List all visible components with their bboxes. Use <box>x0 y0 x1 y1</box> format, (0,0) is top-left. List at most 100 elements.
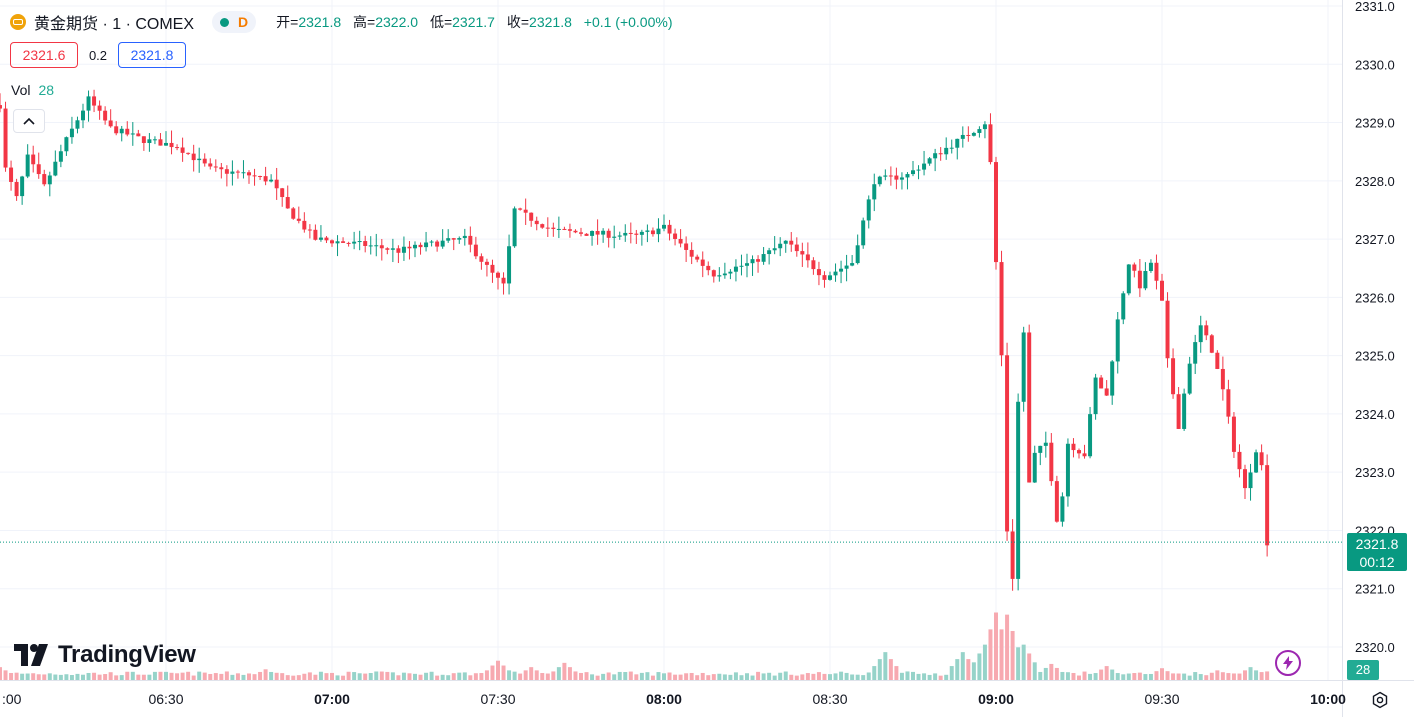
market-status-pill[interactable]: D <box>212 11 257 33</box>
candle-body <box>97 105 102 111</box>
candle-body <box>645 230 650 232</box>
volume-bar <box>894 666 899 680</box>
candle-body <box>247 172 251 176</box>
candle-body <box>42 174 47 185</box>
candle-body <box>534 220 539 225</box>
volume-bar <box>175 673 180 680</box>
candle-body <box>119 128 124 134</box>
volume-label: Vol <box>11 82 31 98</box>
volume-bar <box>949 666 954 680</box>
candle-body <box>639 231 644 235</box>
volume-bar <box>634 674 639 680</box>
collapse-legend-button[interactable] <box>13 109 45 133</box>
volume-bar <box>446 675 451 680</box>
candle-body <box>861 220 866 246</box>
candle-body <box>839 268 844 272</box>
candle-body <box>982 124 987 130</box>
candle-body <box>1176 394 1181 429</box>
volume-bar <box>1016 647 1021 680</box>
candle-body <box>794 244 799 252</box>
candle-body <box>1110 361 1115 396</box>
volume-bar <box>324 673 329 680</box>
volume-bar <box>0 667 2 680</box>
volume-bar <box>916 673 921 680</box>
chart-legend: 黄金期货 · 1 · COMEX D 开=2321.8 高=2322.0 低=2… <box>10 8 681 36</box>
volume-bar <box>772 675 777 680</box>
volume-bar <box>800 674 805 680</box>
candle-body <box>512 208 517 247</box>
candle-body <box>401 246 406 253</box>
candle-body <box>352 241 357 244</box>
candle-body <box>363 241 368 246</box>
volume-bar <box>169 672 174 680</box>
candle-body <box>667 224 672 234</box>
candle-body <box>789 240 794 245</box>
candle-body <box>811 260 816 270</box>
volume-bar <box>579 672 583 680</box>
candle-body <box>424 242 429 248</box>
gear-icon[interactable] <box>1368 688 1392 712</box>
x-tick-label: 09:00 <box>978 691 1014 707</box>
volume-bar <box>960 652 965 680</box>
candle-body <box>407 246 412 249</box>
candle-body <box>235 171 240 173</box>
volume-bar <box>141 674 146 680</box>
volume-bar <box>97 674 102 680</box>
candle-body <box>125 128 130 135</box>
volume-bar <box>1182 673 1187 680</box>
candle-body <box>1248 472 1253 489</box>
x-tick-label: 09:30 <box>1144 691 1179 707</box>
candle-body <box>335 241 340 244</box>
volume-bar <box>1093 673 1098 680</box>
volume-bar <box>534 670 539 680</box>
volume-bar <box>390 672 395 680</box>
candle-body <box>175 147 180 149</box>
volume-bar <box>662 673 666 680</box>
volume-bar <box>767 672 772 680</box>
volume-bar <box>745 673 749 680</box>
candle-body <box>457 238 462 240</box>
volume-bar <box>1010 630 1015 680</box>
volume-bar <box>219 673 224 680</box>
volume-bar <box>352 672 357 680</box>
volume-bar <box>1077 675 1081 680</box>
volume-bar <box>490 665 495 680</box>
candle-body <box>413 244 417 249</box>
candle-body <box>673 233 678 239</box>
volume-bar <box>667 672 672 680</box>
volume-bar <box>335 675 340 680</box>
volume-bar <box>496 660 500 680</box>
candle-body <box>656 228 661 235</box>
candle-body <box>579 232 583 234</box>
volume-bar <box>302 673 307 680</box>
volume-bar <box>584 672 589 680</box>
candle-body <box>966 134 971 136</box>
volume-bar <box>457 672 462 680</box>
lightning-icon[interactable] <box>1275 650 1301 676</box>
volume-bar <box>1176 673 1181 680</box>
candle-body <box>0 105 2 109</box>
volume-bar <box>711 674 716 680</box>
candle-body <box>756 259 761 262</box>
volume-bar <box>1132 673 1137 680</box>
candle-body <box>58 151 63 162</box>
candle-body <box>385 248 390 250</box>
volume-bar <box>1104 666 1109 680</box>
candle-body <box>468 235 473 245</box>
symbol-title[interactable]: 黄金期货 · 1 · COMEX <box>34 16 195 33</box>
volume-bar <box>186 671 191 680</box>
volume-bar <box>673 674 678 680</box>
volume-bar <box>695 675 700 680</box>
bid-price-box[interactable]: 2321.6 <box>10 42 78 68</box>
volume-bar <box>828 674 832 680</box>
volume-bar <box>750 675 755 680</box>
volume-bar <box>152 671 157 680</box>
volume-bar <box>861 675 866 680</box>
volume-bar <box>252 674 257 680</box>
volume-bar <box>1220 672 1225 680</box>
volume-bar <box>125 671 130 680</box>
ask-price-box[interactable]: 2321.8 <box>118 42 186 68</box>
tradingview-logo[interactable]: TradingView <box>14 641 196 669</box>
volume-bar <box>722 674 727 680</box>
